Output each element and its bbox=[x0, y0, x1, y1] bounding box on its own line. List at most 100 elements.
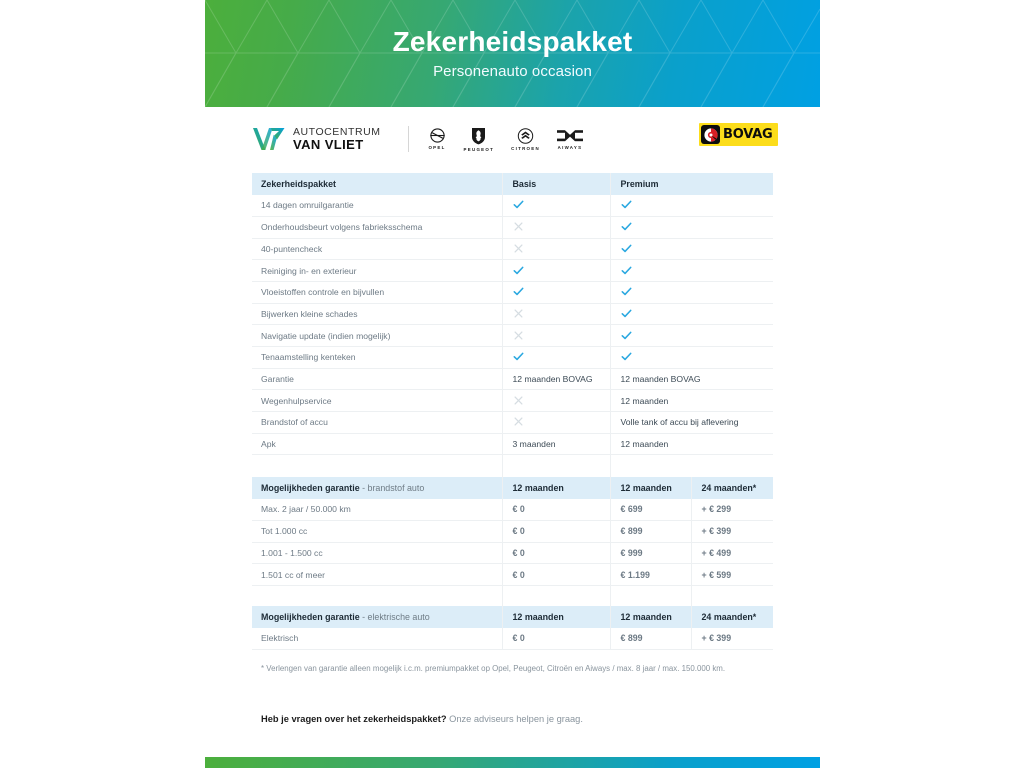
row-basis bbox=[501, 303, 610, 325]
check-icon bbox=[513, 265, 524, 276]
row-col3: + € 299 bbox=[690, 498, 773, 521]
row-basis bbox=[501, 238, 610, 260]
row-feature: Garantie bbox=[261, 374, 294, 385]
electric-header-col1: 12 maanden bbox=[501, 606, 610, 628]
row-premium bbox=[609, 324, 773, 347]
contact-line: Heb je vragen over het zekerheidspakket?… bbox=[261, 713, 771, 726]
package-table: Zekerheidspakket Basis Premium 14 dagen … bbox=[252, 173, 773, 477]
row-feature: 14 dagen omruilgarantie bbox=[261, 200, 354, 211]
row-label: 1.001 - 1.500 cc bbox=[261, 547, 323, 558]
logo-strip: AUTOCENTRUM VAN VLIET OPEL PEUGEOT bbox=[252, 118, 777, 160]
table-row: Vloeistoffen controle en bijvullen bbox=[252, 281, 773, 304]
citroen-logo-icon bbox=[517, 127, 534, 144]
cross-icon bbox=[513, 221, 524, 232]
row-basis bbox=[501, 346, 610, 369]
electric-header-sub: - elektrische auto bbox=[359, 611, 430, 622]
table-row: 14 dagen omruilgarantie bbox=[252, 194, 773, 217]
check-icon bbox=[621, 351, 632, 362]
row-label: Max. 2 jaar / 50.000 km bbox=[261, 504, 351, 515]
electric-header-label: Mogelijkheden garantie - elektrische aut… bbox=[252, 606, 502, 628]
row-premium bbox=[609, 238, 773, 260]
row-basis bbox=[501, 324, 610, 347]
fuel-warranty-body: Mogelijkheden garantie - brandstof auto … bbox=[252, 477, 773, 608]
row-feature: Apk bbox=[261, 439, 276, 450]
electric-header-main: Mogelijkheden garantie bbox=[261, 611, 360, 622]
row-col2: € 1.199 bbox=[609, 563, 691, 586]
table-row: Elektrisch € 0 € 899 + € 399 bbox=[252, 627, 773, 650]
table-spacer-row bbox=[252, 454, 773, 477]
row-premium bbox=[609, 303, 773, 325]
check-icon bbox=[621, 286, 632, 297]
check-icon bbox=[513, 199, 524, 210]
row-feature: 40-puntencheck bbox=[261, 243, 323, 254]
row-col3: + € 599 bbox=[690, 563, 773, 586]
row-premium bbox=[609, 281, 773, 304]
check-icon bbox=[513, 286, 524, 297]
electric-warranty-body: Mogelijkheden garantie - elektrische aut… bbox=[252, 606, 773, 650]
check-icon bbox=[621, 330, 632, 341]
fuel-header-col2: 12 maanden bbox=[609, 477, 691, 499]
peugeot-logo-icon bbox=[472, 127, 486, 144]
page-title: Zekerheidspakket bbox=[392, 25, 633, 57]
brand-peugeot: PEUGEOT bbox=[464, 127, 495, 152]
bovag-label: BOVAG bbox=[723, 127, 773, 142]
electric-header-col3: 24 maanden* bbox=[690, 606, 773, 628]
brand-opel: OPEL bbox=[428, 128, 447, 150]
bovag-emblem-icon bbox=[701, 125, 720, 144]
row-basis: 12 maanden BOVAG bbox=[501, 368, 610, 390]
fuel-header-main: Mogelijkheden garantie bbox=[261, 482, 360, 493]
check-icon bbox=[621, 221, 632, 232]
table-row: Brandstof of accu Volle tank of accu bij … bbox=[252, 411, 773, 434]
row-premium bbox=[609, 346, 773, 369]
brand-citroen-label: CITROEN bbox=[511, 145, 540, 151]
fuel-header-sub: - brandstof auto bbox=[359, 482, 425, 493]
fuel-warranty-table: Mogelijkheden garantie - brandstof auto … bbox=[252, 477, 773, 608]
table-spacer-row bbox=[252, 585, 773, 608]
brand-opel-label: OPEL bbox=[428, 145, 446, 150]
row-label: Tot 1.000 cc bbox=[261, 526, 308, 537]
cross-icon bbox=[513, 308, 524, 319]
page-subtitle: Personenauto occasion bbox=[433, 63, 592, 81]
row-premium bbox=[609, 216, 773, 239]
cross-icon bbox=[513, 243, 524, 254]
row-col2: € 699 bbox=[609, 498, 691, 521]
table-row: Navigatie update (indien mogelijk) bbox=[252, 324, 773, 347]
row-col1: € 0 bbox=[501, 542, 610, 564]
contact-answer: Onze adviseurs helpen je graag. bbox=[446, 714, 583, 724]
row-label: 1.501 cc of meer bbox=[261, 569, 326, 580]
bovag-logo: BOVAG bbox=[699, 123, 778, 146]
table-row: Wegenhulpservice 12 maanden bbox=[252, 389, 773, 412]
row-premium: 12 maanden BOVAG bbox=[609, 368, 773, 390]
table-row: Apk 3 maanden 12 maanden bbox=[252, 433, 773, 455]
row-feature: Brandstof of accu bbox=[261, 417, 328, 428]
check-icon bbox=[621, 199, 632, 210]
brand-citroen: CITROEN bbox=[511, 127, 540, 151]
row-col1: € 0 bbox=[501, 498, 610, 521]
row-basis bbox=[501, 194, 610, 217]
brand-aiways: AIWAYS bbox=[556, 129, 583, 150]
fuel-header-col1: 12 maanden bbox=[501, 477, 610, 499]
row-col2: € 899 bbox=[609, 520, 691, 543]
row-feature: Vloeistoffen controle en bijvullen bbox=[261, 287, 385, 298]
row-feature: Navigatie update (indien mogelijk) bbox=[261, 330, 391, 341]
check-icon bbox=[621, 265, 632, 276]
row-col3: + € 499 bbox=[690, 542, 773, 564]
check-icon bbox=[513, 351, 524, 362]
row-col2: € 899 bbox=[609, 627, 691, 650]
fuel-header-label: Mogelijkheden garantie - brandstof auto bbox=[252, 477, 502, 499]
cross-icon bbox=[513, 330, 524, 341]
row-basis bbox=[501, 216, 610, 239]
fuel-warranty-header-row: Mogelijkheden garantie - brandstof auto … bbox=[252, 477, 773, 499]
brand-aiways-label: AIWAYS bbox=[557, 144, 583, 150]
table-row: Garantie 12 maanden BOVAG 12 maanden BOVAG bbox=[252, 368, 773, 390]
row-feature: Reiniging in- en exterieur bbox=[261, 265, 357, 276]
cross-icon bbox=[513, 395, 524, 406]
logo-divider bbox=[407, 126, 409, 152]
package-header-feature: Zekerheidspakket bbox=[261, 178, 336, 189]
package-table-header-row: Zekerheidspakket Basis Premium bbox=[252, 173, 773, 195]
table-row: Reiniging in- en exterieur bbox=[252, 259, 773, 282]
row-basis bbox=[501, 389, 610, 412]
table-row: Tot 1.000 cc € 0 € 899 + € 399 bbox=[252, 520, 773, 543]
row-col1: € 0 bbox=[501, 563, 610, 586]
